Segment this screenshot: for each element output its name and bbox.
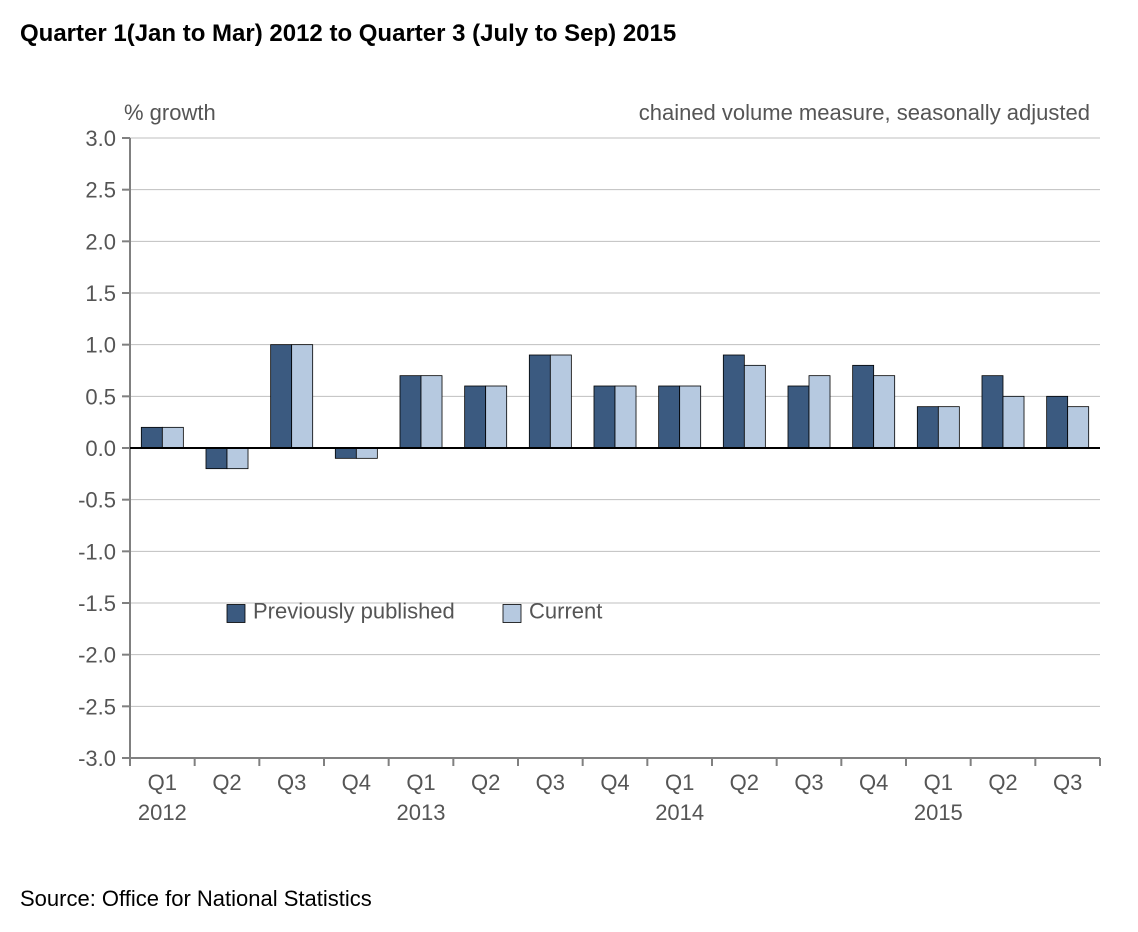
bar-previously-published xyxy=(853,365,874,448)
chart-subtitle: chained volume measure, seasonally adjus… xyxy=(639,100,1090,125)
x-category-label: Q1 xyxy=(148,770,177,795)
bar-current xyxy=(421,376,442,448)
x-category-label: Q1 xyxy=(665,770,694,795)
bar-current xyxy=(615,386,636,448)
y-tick-label: -3.0 xyxy=(78,746,116,771)
chart-svg: 3.0 2.5 2.0 1.5 1.0 0.5 0.0 -0.5 -1.0 -1.5 -2.0 -2.… xyxy=(20,88,1118,858)
bar-previously-published xyxy=(917,407,938,448)
bar-previously-published xyxy=(659,386,680,448)
source-text: Source: Office for National Statistics xyxy=(20,886,1118,912)
bar-current xyxy=(938,407,959,448)
page-root: Quarter 1(Jan to Mar) 2012 to Quarter 3 … xyxy=(20,20,1118,912)
x-category-label: Q3 xyxy=(536,770,565,795)
x-year-label: 2012 xyxy=(138,800,187,825)
bar-previously-published xyxy=(1047,396,1068,448)
y-axis-title: % growth xyxy=(124,100,216,125)
legend-label-current: Current xyxy=(529,599,602,624)
bar-current xyxy=(227,448,248,469)
bar-previously-published xyxy=(982,376,1003,448)
y-tick-label: 2.0 xyxy=(85,229,116,254)
bar-previously-published xyxy=(206,448,227,469)
bar-current xyxy=(292,345,313,448)
bar-current xyxy=(356,448,377,458)
bar-previously-published xyxy=(141,427,162,448)
y-tick-label: -0.5 xyxy=(78,488,116,513)
legend-swatch-current xyxy=(503,605,521,623)
bar-current xyxy=(809,376,830,448)
x-category-label: Q2 xyxy=(212,770,241,795)
bar-previously-published xyxy=(400,376,421,448)
x-year-label: 2014 xyxy=(655,800,704,825)
bar-previously-published xyxy=(465,386,486,448)
x-category-label: Q2 xyxy=(471,770,500,795)
x-category-label: Q1 xyxy=(406,770,435,795)
bar-current xyxy=(874,376,895,448)
legend-swatch-previously-published xyxy=(227,605,245,623)
bar-previously-published xyxy=(594,386,615,448)
y-tick-label: -1.5 xyxy=(78,591,116,616)
bar-previously-published xyxy=(335,448,356,458)
bar-current xyxy=(486,386,507,448)
y-tick-label: -2.5 xyxy=(78,694,116,719)
bar-previously-published xyxy=(529,355,550,448)
x-year-label: 2013 xyxy=(397,800,446,825)
y-tick-label: 1.5 xyxy=(85,281,116,306)
y-tick-label: 1.0 xyxy=(85,333,116,358)
x-category-label: Q2 xyxy=(988,770,1017,795)
bar-current xyxy=(680,386,701,448)
bar-current xyxy=(1003,396,1024,448)
bar-current xyxy=(550,355,571,448)
x-category-label: Q3 xyxy=(1053,770,1082,795)
x-category-label: Q1 xyxy=(924,770,953,795)
y-tick-label: -1.0 xyxy=(78,539,116,564)
bar-current xyxy=(162,427,183,448)
x-category-label: Q4 xyxy=(859,770,888,795)
x-category-label: Q3 xyxy=(794,770,823,795)
legend-label-previously-published: Previously published xyxy=(253,599,455,624)
x-category-label: Q4 xyxy=(342,770,371,795)
y-tick-label: 2.5 xyxy=(85,178,116,203)
x-category-label: Q4 xyxy=(600,770,629,795)
x-category-label: Q3 xyxy=(277,770,306,795)
x-category-label: Q2 xyxy=(730,770,759,795)
y-tick-label: 3.0 xyxy=(85,126,116,151)
y-tick-label: 0.5 xyxy=(85,384,116,409)
bar-previously-published xyxy=(723,355,744,448)
x-year-label: 2015 xyxy=(914,800,963,825)
y-tick-label: 0.0 xyxy=(85,436,116,461)
chart-container: 3.0 2.5 2.0 1.5 1.0 0.5 0.0 -0.5 -1.0 -1.5 -2.0 -2.… xyxy=(20,88,1118,858)
bar-previously-published xyxy=(271,345,292,448)
bar-previously-published xyxy=(788,386,809,448)
chart-title: Quarter 1(Jan to Mar) 2012 to Quarter 3 … xyxy=(20,20,1118,48)
bar-current xyxy=(1068,407,1089,448)
y-tick-label: -2.0 xyxy=(78,643,116,668)
bar-current xyxy=(744,365,765,448)
